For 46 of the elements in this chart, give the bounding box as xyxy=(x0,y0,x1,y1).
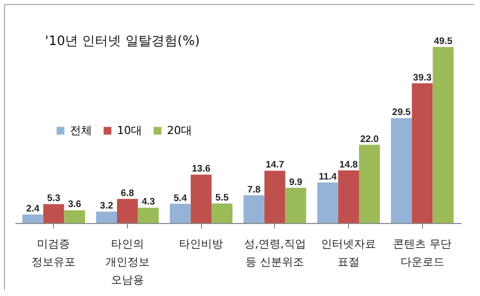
bar xyxy=(96,212,117,223)
data-label: 49.5 xyxy=(434,36,454,47)
legend-label: 20대 xyxy=(167,124,192,137)
bar xyxy=(412,83,433,223)
data-label: 14.7 xyxy=(266,160,284,171)
data-label: 3.2 xyxy=(100,200,114,212)
bar xyxy=(170,204,191,223)
data-label: 11.4 xyxy=(318,171,338,182)
x-tick-label: 타인비방 xyxy=(179,238,224,250)
x-tick-label: 성,연령,직업 등 신분위조 xyxy=(244,238,306,268)
bar xyxy=(138,208,159,223)
bar xyxy=(190,174,212,223)
bar xyxy=(285,188,306,223)
data-label: 29.5 xyxy=(392,107,412,118)
bar xyxy=(244,195,264,223)
bar xyxy=(116,198,138,223)
data-label: 4.3 xyxy=(142,196,155,208)
legend-label: 10대 xyxy=(117,124,142,137)
data-label: 39.3 xyxy=(413,72,432,84)
data-label: 7.8 xyxy=(247,184,261,196)
data-label: 6.8 xyxy=(120,188,134,199)
bar xyxy=(317,182,338,223)
x-tick-label: 타인의 개인정보 오남용 xyxy=(105,238,150,286)
bar xyxy=(359,144,380,223)
bar xyxy=(432,47,454,223)
bar xyxy=(212,203,232,223)
chart-title: '10년 인터넷 일탈경험(%) xyxy=(45,34,200,49)
data-label: 9.9 xyxy=(289,176,302,188)
bar xyxy=(43,204,64,223)
data-label: 2.4 xyxy=(26,203,40,214)
data-label: 3.6 xyxy=(68,199,82,210)
data-label: 5.4 xyxy=(174,192,188,204)
bar xyxy=(338,170,360,223)
legend-label: 전체 xyxy=(70,124,92,137)
x-tick-label: 미검증 정보유포 xyxy=(32,238,76,268)
x-tick-label: 콘텐츠 무단 다운로드 xyxy=(393,238,452,268)
x-tick-label: 인터넷자료 표절 xyxy=(321,238,376,268)
bar xyxy=(64,210,86,223)
bar xyxy=(22,214,44,223)
bar xyxy=(264,170,286,223)
data-label: 5.3 xyxy=(47,193,60,204)
data-label: 5.5 xyxy=(215,192,230,204)
data-label: 14.8 xyxy=(339,159,358,170)
data-label: 13.6 xyxy=(192,164,210,175)
bar xyxy=(390,118,412,223)
data-label: 22.0 xyxy=(360,134,379,145)
